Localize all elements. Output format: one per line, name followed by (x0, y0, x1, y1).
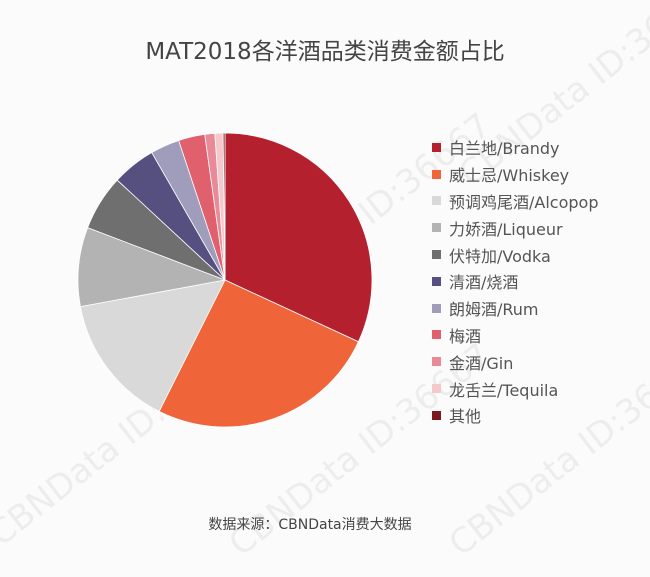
legend-swatch (432, 276, 441, 286)
legend-label: 龙舌兰/Tequila (449, 380, 559, 400)
legend-swatch (432, 303, 441, 313)
legend-swatch (432, 410, 441, 420)
legend-item: 龙舌兰/Tequila (432, 375, 598, 402)
legend-item: 金酒/Gin (432, 348, 598, 375)
legend-swatch (432, 357, 441, 367)
legend-swatch (432, 223, 441, 233)
legend-swatch (432, 142, 441, 152)
legend-item: 清酒/烧酒 (432, 268, 598, 295)
legend-item: 白兰地/Brandy (432, 134, 598, 161)
legend-item: 梅酒 (432, 322, 598, 349)
legend-label: 清酒/烧酒 (449, 273, 519, 293)
legend-swatch (432, 196, 441, 206)
legend-label: 白兰地/Brandy (449, 139, 560, 159)
legend-swatch (432, 169, 441, 179)
legend-label: 梅酒 (449, 326, 482, 346)
pie-slice-2 (79, 279, 226, 412)
legend-label: 朗姆酒/Rum (449, 300, 539, 320)
legend-label: 预调鸡尾酒/Alcopop (449, 192, 599, 212)
legend-swatch (432, 250, 441, 260)
legend-item: 威士忌/Whiskey (432, 161, 598, 188)
pie-slice-1 (158, 279, 359, 428)
legend-label: 金酒/Gin (449, 353, 514, 373)
legend-item: 其他 (432, 402, 598, 429)
legend-item: 预调鸡尾酒/Alcopop (432, 188, 598, 215)
legend-item: 朗姆酒/Rum (432, 295, 598, 322)
legend-swatch (432, 330, 441, 340)
legend-label: 力娇酒/Liqueur (449, 219, 563, 239)
legend-label: 伏特加/Vodka (449, 246, 551, 266)
legend-label: 威士忌/Whiskey (449, 166, 570, 186)
legend-label: 其他 (449, 407, 482, 427)
legend-item: 力娇酒/Liqueur (432, 214, 598, 241)
source-note: 数据来源：CBNData消费大数据 (208, 517, 412, 533)
legend: 白兰地/Brandy 威士忌/Whiskey 预调鸡尾酒/Alcopop 力娇酒/Li… (432, 134, 598, 429)
legend-item: 伏特加/Vodka (432, 241, 598, 268)
pie-slice-10 (222, 132, 226, 281)
legend-swatch (432, 384, 441, 394)
pie-slice-0 (224, 132, 373, 343)
chart-title: MAT2018各洋酒品类消费金额占比 (145, 39, 505, 65)
